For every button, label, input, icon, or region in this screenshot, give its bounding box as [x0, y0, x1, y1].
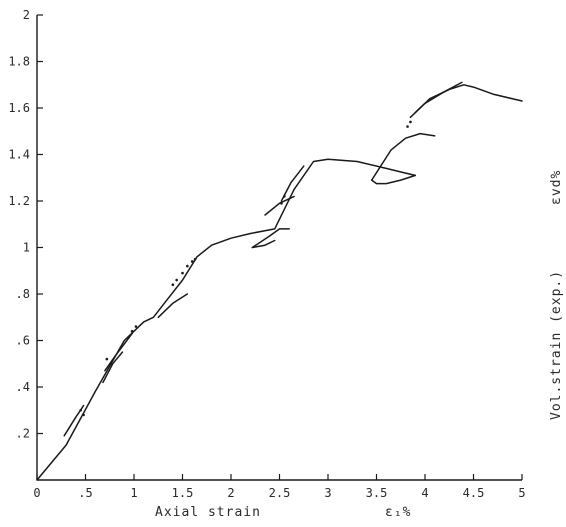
data-point [171, 283, 175, 287]
y-tick-label: 1.8 [8, 55, 30, 69]
plot-area: 0 .5 1 1.5 2 2.5 3 3.5 4 4.5 5 .2 .4 .6 .8 1 1.2 1.4 1.6 1… [8, 8, 525, 500]
x-tick-label: 5 [518, 486, 525, 500]
y-tick-label: 1.2 [8, 194, 30, 208]
data-point [193, 257, 197, 261]
y-tick-label: .6 [16, 334, 30, 348]
series-group [36, 81, 523, 481]
series-line [264, 195, 295, 216]
y-axis-title: Vol.strain (exp.) [549, 270, 564, 420]
x-tick-label: 4 [421, 486, 428, 500]
series-line [104, 332, 133, 372]
y-axis-symbol: εvd% [549, 170, 564, 205]
data-point [190, 260, 194, 263]
data-point [105, 357, 109, 361]
y-tick-label: 1 [23, 241, 30, 255]
x-tick-label: 0 [33, 486, 40, 500]
dots-group [79, 120, 412, 417]
series-line [414, 81, 463, 114]
series-line [251, 228, 290, 249]
y-tick-label: 2 [23, 8, 30, 22]
data-point [109, 362, 113, 366]
series-line [409, 84, 523, 119]
data-point [409, 120, 412, 124]
y-tick-label: 1.6 [8, 101, 30, 115]
series-line [280, 165, 305, 202]
data-point [186, 264, 189, 268]
data-point [82, 413, 85, 417]
data-point [134, 325, 138, 328]
data-point [175, 278, 178, 282]
x-tick-label: 2 [227, 486, 234, 500]
x-tick-label: 1 [130, 486, 137, 500]
series-line [251, 239, 276, 249]
x-tick-label: 3.5 [366, 486, 388, 500]
x-tick-label: 2.5 [269, 486, 291, 500]
series-line [370, 174, 417, 185]
data-point [181, 271, 184, 275]
x-axis-symbol: ε₁% [385, 505, 411, 520]
series-line [370, 132, 436, 181]
y-tick-label: .2 [16, 427, 30, 441]
data-point [280, 202, 283, 205]
data-point [406, 125, 409, 128]
x-tick-label: .5 [78, 486, 92, 500]
data-point [79, 408, 82, 412]
data-point [283, 195, 286, 198]
data-point [130, 329, 134, 333]
y-tick-label: 1.4 [8, 148, 30, 162]
x-tick-label: 3 [324, 486, 331, 500]
series-line [36, 158, 417, 481]
series-line [102, 351, 124, 384]
y-ticks: .2 .4 .6 .8 1 1.2 1.4 1.6 1.8 2 [8, 8, 43, 441]
x-axis-title: Axial strain [155, 505, 261, 520]
x-tick-label: 1.5 [172, 486, 194, 500]
y-tick-label: .4 [16, 380, 30, 394]
x-ticks: 0 .5 1 1.5 2 2.5 3 3.5 4 4.5 5 [33, 474, 526, 500]
y-tick-label: .8 [16, 287, 30, 301]
x-tick-label: 4.5 [463, 486, 485, 500]
series-line [157, 293, 189, 319]
